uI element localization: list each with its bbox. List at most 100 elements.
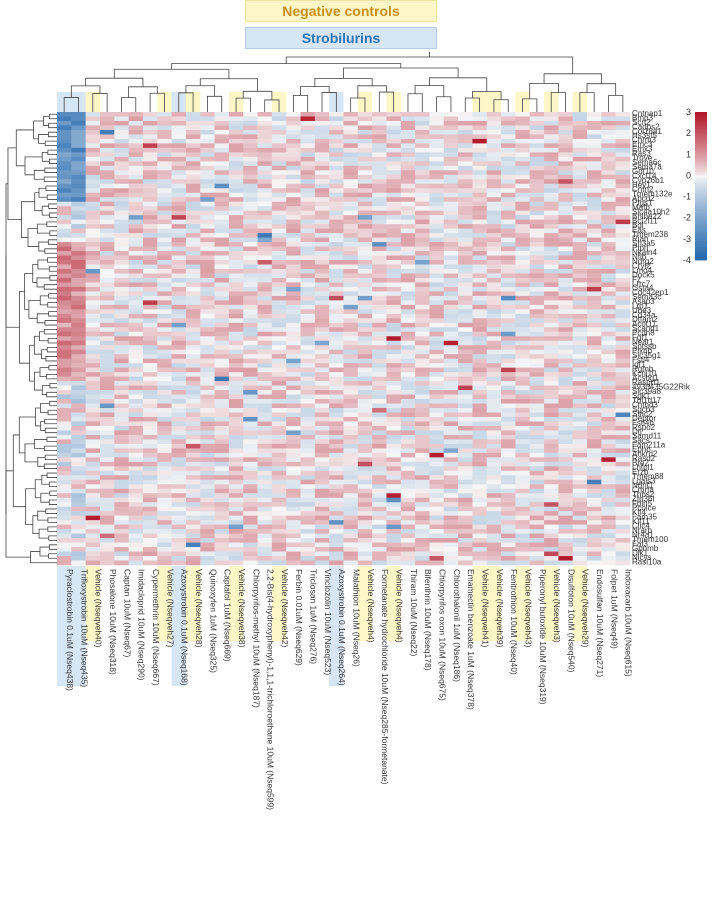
heatmap-cell (572, 300, 588, 306)
heatmap-cell (85, 228, 101, 234)
heatmap-cell (386, 520, 402, 525)
heatmap-cell (228, 161, 244, 167)
heatmap-cell (544, 381, 559, 386)
heatmap-cell (544, 394, 559, 400)
heatmap-cell (429, 340, 445, 346)
heatmap-cell (386, 466, 402, 472)
heatmap-cell (429, 156, 445, 162)
heatmap-cell (114, 529, 129, 534)
heatmap-cell (257, 448, 273, 454)
heatmap-cell (558, 291, 574, 297)
heatmap-cell (529, 560, 545, 566)
row-label: Cntnd3 (632, 400, 658, 409)
heatmap-cell (314, 376, 330, 382)
heatmap-cell (142, 174, 158, 180)
row-label: Bdl (632, 221, 644, 230)
heatmap-cell (114, 551, 129, 557)
heatmap-cell (544, 219, 559, 225)
heatmap-cell (99, 273, 115, 279)
heatmap-cell (114, 237, 129, 243)
heatmap-cell (114, 556, 129, 561)
row-dendrogram-branch (48, 203, 57, 209)
heatmap-cell (357, 219, 373, 225)
heatmap-cell (71, 112, 86, 117)
dendrogram-branch (586, 83, 617, 96)
heatmap-cell (443, 475, 459, 481)
heatmap-cell (157, 318, 172, 324)
heatmap-cell (601, 354, 616, 359)
heatmap-cell (114, 291, 129, 297)
heatmap-cell (314, 224, 330, 229)
heatmap-cell (486, 466, 502, 472)
heatmap-cell (286, 390, 301, 395)
heatmap-cell (458, 488, 473, 494)
heatmap-cell (243, 192, 258, 198)
heatmap-cell (357, 251, 373, 256)
heatmap-cell (271, 461, 287, 467)
heatmap-cell (99, 452, 115, 458)
heatmap-cell (443, 251, 459, 256)
heatmap-cell (271, 224, 287, 229)
heatmap-cell (157, 416, 172, 422)
heatmap-cell (128, 174, 144, 180)
heatmap-cell (415, 533, 430, 539)
heatmap-cell (458, 246, 473, 252)
heatmap-cell (314, 273, 330, 279)
heatmap-cell (157, 515, 172, 521)
heatmap-cell (529, 161, 545, 167)
heatmap-cell (171, 533, 187, 539)
heatmap-cell (458, 224, 473, 229)
heatmap-cell (271, 179, 287, 185)
heatmap-cell (558, 385, 574, 391)
heatmap-cell (587, 385, 602, 391)
heatmap-cell (329, 403, 344, 409)
heatmap-cell (243, 390, 258, 395)
heatmap-cell (515, 277, 531, 283)
row-label: Plxnb (632, 347, 653, 356)
heatmap-cell (171, 390, 187, 395)
heatmap-cell (501, 363, 516, 368)
heatmap-cell (400, 125, 416, 131)
heatmap-cell (314, 201, 330, 207)
heatmap-cell (185, 138, 201, 144)
heatmap-cell (300, 206, 316, 211)
heatmap-cell (157, 443, 172, 449)
heatmap-cell (558, 367, 574, 373)
column-label: Phosalone 10uM (Nseq318) (108, 569, 118, 675)
heatmap-cell (443, 286, 459, 292)
heatmap-cell (228, 547, 244, 552)
heatmap-cell (544, 260, 559, 265)
heatmap-cell (185, 345, 201, 351)
heatmap-cell (200, 120, 215, 126)
heatmap-cell (286, 179, 301, 185)
heatmap-cell (400, 497, 416, 503)
heatmap-cell (243, 358, 258, 364)
heatmap-cell (357, 304, 373, 310)
heatmap-cell (529, 165, 545, 171)
heatmap-cell (114, 466, 129, 472)
heatmap-cell (386, 515, 402, 521)
heatmap-cell (99, 246, 115, 252)
heatmap-cell (587, 434, 602, 440)
heatmap-cell (501, 264, 516, 270)
heatmap-cell (171, 170, 187, 176)
heatmap-cell (214, 318, 230, 324)
heatmap-cell (615, 242, 631, 247)
heatmap-cell (601, 484, 616, 490)
heatmap-cell (357, 533, 373, 539)
heatmap-cell (443, 129, 459, 135)
heatmap-cell (501, 425, 516, 431)
heatmap-cell (572, 336, 588, 342)
heatmap-cell (114, 206, 129, 211)
heatmap-cell (329, 452, 344, 458)
heatmap-cell (329, 430, 344, 436)
row-dendrogram-branch (49, 212, 57, 218)
heatmap-cell (601, 291, 616, 297)
colorbar-step (695, 141, 707, 145)
heatmap-cell (329, 470, 344, 476)
heatmap-cell (515, 470, 531, 476)
heatmap-cell (128, 309, 144, 315)
heatmap-cell (329, 143, 344, 149)
heatmap-cell (486, 520, 502, 525)
row-label: Tmem238 (632, 230, 669, 239)
